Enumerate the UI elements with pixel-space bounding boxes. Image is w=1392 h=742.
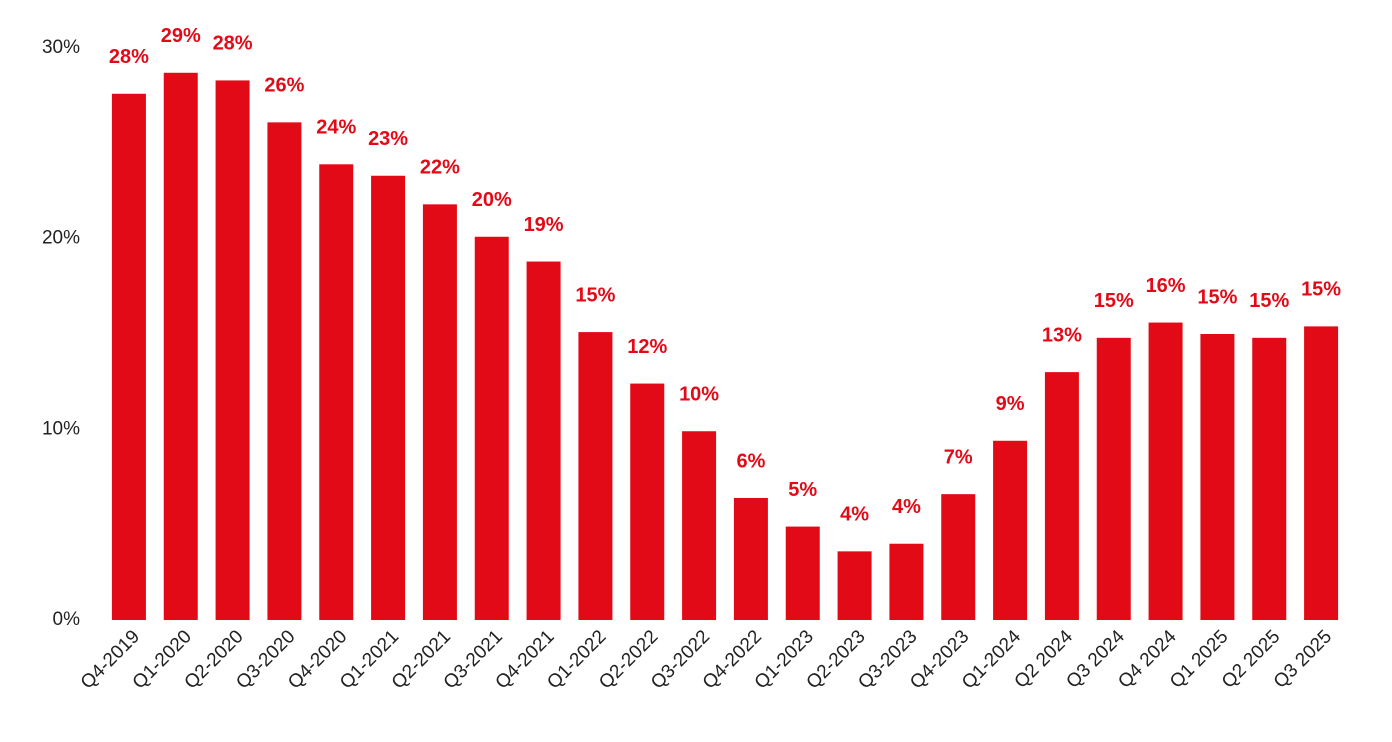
value-label: 4% bbox=[892, 496, 921, 518]
value-label: 29% bbox=[161, 25, 201, 47]
x-tick-label: Q3 2025 bbox=[1270, 626, 1336, 692]
value-label: 28% bbox=[109, 46, 149, 68]
bar bbox=[1096, 337, 1131, 620]
bar bbox=[578, 332, 613, 620]
bar bbox=[215, 80, 250, 620]
y-tick-label: 20% bbox=[42, 228, 80, 249]
value-label: 22% bbox=[420, 157, 460, 179]
value-label: 5% bbox=[788, 479, 817, 501]
value-label: 15% bbox=[575, 284, 615, 306]
bar bbox=[1044, 372, 1079, 620]
bar bbox=[682, 431, 717, 620]
value-label: 24% bbox=[316, 117, 356, 139]
bar bbox=[111, 93, 146, 620]
bar bbox=[733, 497, 768, 620]
value-label: 15% bbox=[1094, 290, 1134, 312]
value-label: 12% bbox=[627, 336, 667, 358]
bar bbox=[941, 494, 976, 620]
bar bbox=[1304, 326, 1339, 620]
value-label: 28% bbox=[213, 33, 253, 55]
bar bbox=[630, 383, 665, 620]
value-label: 15% bbox=[1249, 290, 1289, 312]
bar bbox=[785, 526, 820, 620]
y-tick-label: 0% bbox=[53, 609, 81, 630]
bar bbox=[837, 551, 872, 620]
value-label: 19% bbox=[524, 214, 564, 236]
value-label: 13% bbox=[1042, 324, 1082, 346]
y-tick-label: 30% bbox=[42, 37, 80, 58]
y-tick-label: 10% bbox=[42, 418, 80, 439]
bar bbox=[1200, 334, 1235, 620]
bar bbox=[474, 236, 509, 620]
value-label: 15% bbox=[1301, 279, 1341, 301]
bar bbox=[889, 543, 924, 620]
value-label: 7% bbox=[944, 446, 973, 468]
bar bbox=[422, 204, 457, 620]
value-label: 20% bbox=[472, 189, 512, 211]
bar bbox=[163, 72, 198, 620]
value-label: 23% bbox=[368, 128, 408, 150]
value-label: 26% bbox=[264, 75, 304, 97]
bar bbox=[526, 261, 561, 620]
bar bbox=[319, 164, 354, 620]
value-label: 10% bbox=[679, 384, 719, 406]
bar bbox=[1148, 322, 1183, 620]
bar bbox=[267, 122, 302, 621]
value-label: 9% bbox=[996, 393, 1025, 415]
bar bbox=[371, 175, 406, 620]
value-label: 15% bbox=[1197, 286, 1237, 308]
bar bbox=[993, 440, 1028, 620]
bar bbox=[1252, 337, 1287, 620]
value-label: 16% bbox=[1146, 275, 1186, 297]
value-label: 4% bbox=[840, 504, 869, 526]
value-label: 6% bbox=[736, 450, 765, 472]
